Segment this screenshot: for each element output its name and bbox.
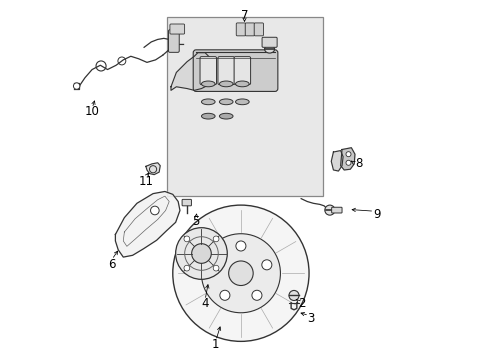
FancyBboxPatch shape	[262, 37, 277, 47]
Text: 11: 11	[138, 175, 153, 188]
Circle shape	[261, 260, 271, 270]
Circle shape	[209, 260, 220, 270]
Ellipse shape	[235, 81, 249, 87]
Circle shape	[183, 236, 189, 242]
Circle shape	[235, 241, 245, 251]
FancyBboxPatch shape	[236, 23, 245, 36]
Ellipse shape	[235, 99, 249, 105]
FancyBboxPatch shape	[244, 23, 254, 36]
Circle shape	[213, 236, 219, 242]
Circle shape	[201, 234, 280, 313]
Ellipse shape	[219, 99, 233, 105]
Ellipse shape	[201, 81, 215, 87]
Text: 5: 5	[192, 215, 200, 228]
Polygon shape	[145, 163, 160, 175]
Text: 10: 10	[84, 105, 100, 118]
Circle shape	[73, 83, 80, 89]
Circle shape	[150, 206, 159, 215]
FancyBboxPatch shape	[218, 57, 234, 85]
Circle shape	[220, 290, 229, 300]
FancyBboxPatch shape	[200, 57, 216, 85]
Text: 1: 1	[212, 338, 219, 351]
Polygon shape	[340, 148, 354, 170]
Circle shape	[172, 205, 308, 341]
Circle shape	[213, 265, 219, 271]
Text: 7: 7	[240, 9, 248, 22]
Circle shape	[288, 291, 298, 301]
Circle shape	[346, 160, 350, 165]
Circle shape	[324, 205, 334, 215]
FancyBboxPatch shape	[234, 57, 250, 85]
FancyBboxPatch shape	[167, 17, 323, 196]
Text: 3: 3	[306, 311, 314, 325]
Ellipse shape	[264, 45, 274, 53]
Text: 2: 2	[298, 297, 305, 310]
Ellipse shape	[219, 81, 233, 87]
FancyBboxPatch shape	[169, 24, 184, 34]
Text: 4: 4	[201, 297, 208, 310]
FancyBboxPatch shape	[254, 23, 263, 36]
FancyBboxPatch shape	[193, 50, 277, 91]
Text: 8: 8	[355, 157, 362, 170]
Circle shape	[191, 244, 211, 263]
Text: 9: 9	[373, 208, 380, 221]
Ellipse shape	[201, 113, 215, 119]
Ellipse shape	[219, 113, 233, 119]
Text: 6: 6	[108, 258, 115, 271]
Circle shape	[346, 152, 350, 157]
Circle shape	[183, 265, 189, 271]
Polygon shape	[330, 150, 343, 171]
FancyBboxPatch shape	[182, 199, 191, 206]
Circle shape	[251, 290, 262, 300]
Circle shape	[228, 261, 253, 285]
FancyBboxPatch shape	[331, 207, 341, 213]
FancyBboxPatch shape	[168, 30, 179, 52]
Polygon shape	[115, 192, 180, 257]
Circle shape	[175, 228, 227, 279]
Polygon shape	[171, 53, 215, 90]
Ellipse shape	[201, 99, 215, 105]
